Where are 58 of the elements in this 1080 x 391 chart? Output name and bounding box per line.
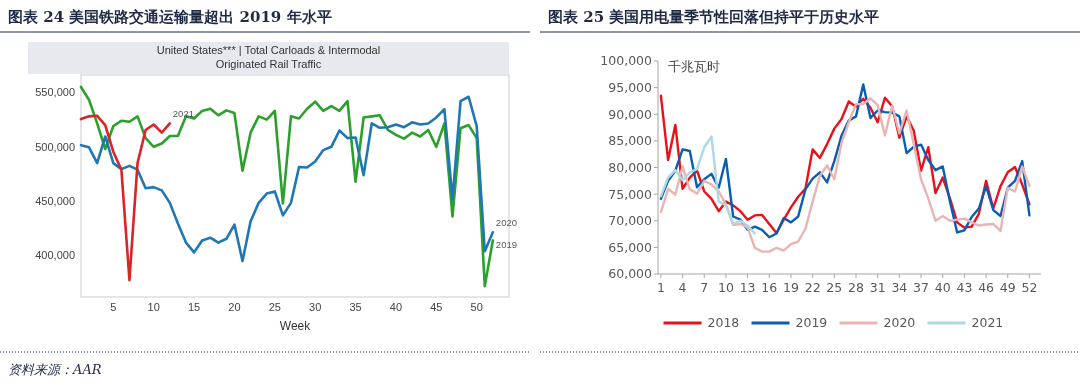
- x-tick-label: 40: [934, 280, 951, 295]
- x-tick-label: 4: [678, 280, 687, 295]
- line-series: [79, 95, 495, 263]
- x-tick-label: 34: [891, 280, 908, 295]
- y-tick-label: 450,000: [35, 195, 75, 208]
- series-label: 2020: [495, 217, 517, 229]
- y-tick-label: 85,000: [608, 133, 653, 149]
- legend-label: 2019: [795, 315, 828, 331]
- x-tick-label: 15: [187, 301, 201, 313]
- x-tick-label: 30: [309, 301, 322, 313]
- legend-label: 2018: [707, 315, 740, 331]
- y-tick-label: 65,000: [608, 239, 653, 255]
- y-tick-label: 80,000: [608, 159, 653, 175]
- y-tick-label: 500,000: [35, 140, 75, 153]
- x-tick-label: 25: [826, 280, 843, 295]
- y-tick-label: 550,000: [35, 86, 75, 99]
- legend-label: 2021: [971, 315, 1004, 331]
- x-tick-label: 35: [349, 301, 362, 313]
- line-series: [659, 135, 757, 235]
- series-label: 2019: [495, 239, 517, 251]
- y-tick-label: 400,000: [35, 249, 75, 262]
- chart-subtitle: United States*** | Total Carloads & Intermodal Originated Rail Traffic: [156, 44, 381, 70]
- x-tick-label: 22: [804, 280, 821, 295]
- x-tick-label: 7: [700, 280, 709, 295]
- x-tick-label: 28: [848, 280, 864, 295]
- y-tick-label: 60,000: [608, 266, 653, 282]
- chart-title: 图表 24 美国铁路交通运输量超出 2019 年水平: [8, 8, 332, 26]
- x-tick-label: 19: [783, 280, 799, 295]
- x-tick-label: 25: [268, 301, 281, 313]
- y-axis-title: 千兆瓦时: [668, 59, 720, 74]
- y-tick-label: 100,000: [600, 53, 653, 69]
- x-tick-label: 45: [430, 301, 443, 313]
- y-tick-label: 90,000: [608, 106, 653, 122]
- x-tick-label: 20: [228, 301, 241, 313]
- x-tick-label: 43: [956, 280, 973, 295]
- x-tick-label: 46: [978, 280, 995, 295]
- x-tick-label: 50: [470, 301, 483, 313]
- x-tick-label: 40: [389, 301, 403, 313]
- x-tick-label: 1: [656, 280, 665, 295]
- x-tick-label: 49: [999, 280, 1016, 295]
- x-axis-title: Week: [279, 319, 312, 333]
- y-tick-label: 95,000: [608, 80, 653, 95]
- x-tick-label: 13: [739, 280, 756, 295]
- series-label: 2021: [172, 108, 194, 120]
- y-tick-label: 75,000: [608, 186, 653, 202]
- text: 资料来源：AAR: [8, 362, 102, 377]
- chart-title: 图表 25 美国用电量季节性回落但持平于历史水平: [548, 8, 880, 26]
- x-tick-label: 52: [1021, 280, 1038, 295]
- x-tick-label: 16: [761, 280, 778, 295]
- legend-label: 2020: [883, 315, 916, 331]
- y-tick-label: 70,000: [608, 213, 653, 229]
- x-tick-label: 37: [913, 280, 929, 295]
- x-tick-label: 5: [110, 301, 117, 313]
- line-series: [79, 85, 495, 288]
- x-tick-label: 10: [717, 280, 734, 295]
- x-tick-label: 31: [869, 280, 886, 295]
- line-series: [79, 114, 172, 282]
- x-tick-label: 10: [147, 301, 160, 313]
